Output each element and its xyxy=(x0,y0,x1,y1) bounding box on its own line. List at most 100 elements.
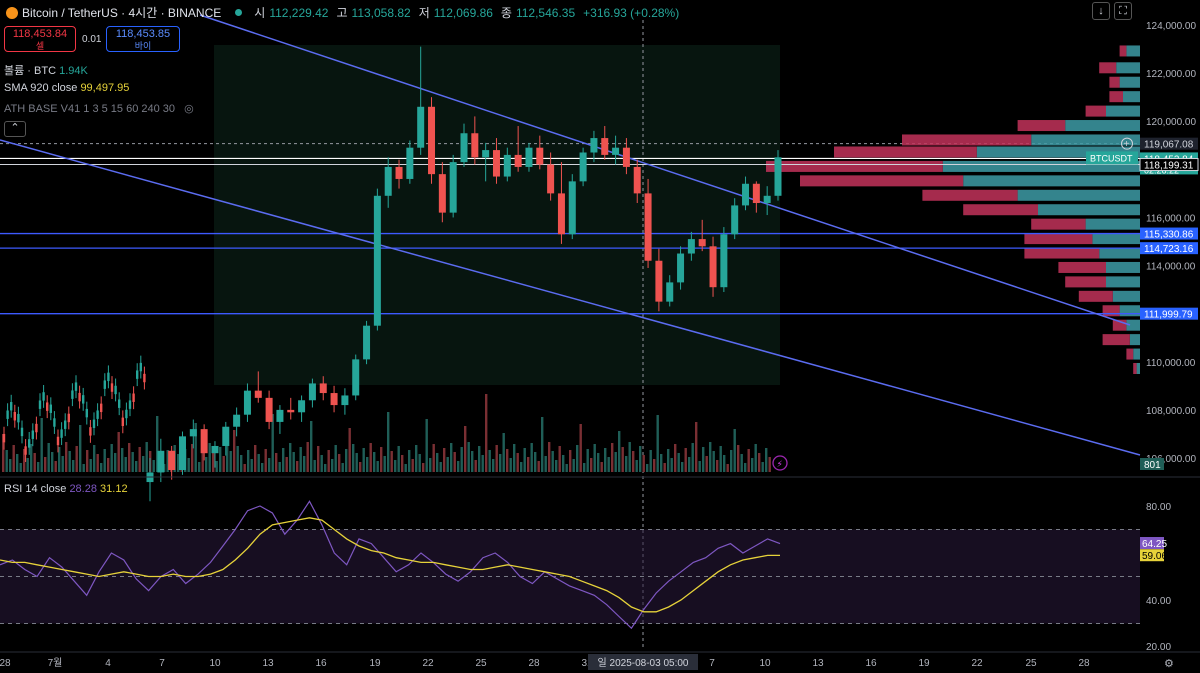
symbol-title[interactable]: Bitcoin / TetherUS · 4시간 · BINANCE xyxy=(22,6,222,20)
volume-bar xyxy=(205,457,208,472)
candle-body xyxy=(107,372,110,382)
candle-body xyxy=(579,152,587,182)
volume-bar xyxy=(331,459,334,472)
volume-bar xyxy=(740,454,743,472)
volume-bar xyxy=(51,452,54,472)
volume-bar xyxy=(474,460,477,472)
price-label-box xyxy=(1139,158,1199,172)
candle-body xyxy=(590,138,598,153)
volume-profile-up xyxy=(1116,62,1140,74)
candle-body xyxy=(655,260,663,302)
buy-button[interactable]: 118,453.85 바이 xyxy=(106,26,180,52)
price-label: 118,199.31 xyxy=(1144,161,1194,172)
candle-body xyxy=(438,174,446,213)
volume-profile-down xyxy=(1112,319,1127,331)
crosshair-time-box xyxy=(588,654,698,670)
candle-body xyxy=(503,154,511,177)
volume-bar xyxy=(415,445,418,472)
ath-indicator[interactable]: ATH BASE V41 1 3 5 15 60 240 30 ◎ xyxy=(4,102,194,115)
candle-body xyxy=(24,446,27,455)
volume-bar xyxy=(16,454,19,472)
fullscreen-icon[interactable]: ⛶ xyxy=(1114,2,1132,20)
candle-body xyxy=(243,390,251,415)
close-label: 종 xyxy=(500,6,512,20)
time-tick-label: 13 xyxy=(262,658,274,669)
sell-button[interactable]: 118,453.84 셀 xyxy=(4,26,76,52)
sma-indicator[interactable]: SMA 920 close 99,497.95 xyxy=(4,82,129,94)
download-icon[interactable]: ↓ xyxy=(1092,2,1110,20)
volume-bar xyxy=(614,452,617,472)
volume-bar xyxy=(754,444,757,472)
candle-body xyxy=(677,253,685,283)
candle-body xyxy=(233,414,241,427)
volume-bar xyxy=(425,419,428,472)
volume-bar xyxy=(716,460,719,472)
volume-profile-up xyxy=(976,146,1140,158)
volume-profile-up xyxy=(1106,261,1140,273)
volume-bar xyxy=(292,452,295,472)
volume-bar xyxy=(495,445,498,472)
volume-bar xyxy=(250,459,253,472)
rsi-indicator[interactable]: RSI 14 close 28.28 31.12 xyxy=(4,483,128,495)
time-tick-label: 7 xyxy=(159,658,165,669)
volume-bar xyxy=(712,451,715,472)
volume-bar xyxy=(485,394,488,472)
volume-bar xyxy=(513,444,516,472)
candle-body xyxy=(35,423,38,433)
candle-body xyxy=(118,399,121,408)
open-label: 시 xyxy=(254,6,266,20)
volume-bar xyxy=(632,451,635,472)
spread-value: 0.01 xyxy=(82,34,102,45)
volume-bar xyxy=(656,415,659,472)
upper-trendline xyxy=(199,14,1131,326)
hide-eye-icon[interactable]: ◎ xyxy=(184,103,194,115)
volume-bar xyxy=(58,447,61,472)
volume-bar xyxy=(352,444,355,472)
volume-bar xyxy=(12,445,15,472)
volume-bar xyxy=(366,457,369,472)
volume-bar xyxy=(243,464,246,472)
candle-body xyxy=(17,413,20,423)
low-label: 저 xyxy=(418,6,430,20)
volume-bar xyxy=(446,457,449,472)
volume-bar xyxy=(121,448,124,472)
volume-bar xyxy=(499,454,502,472)
volume-bar xyxy=(677,453,680,472)
volume-bar xyxy=(544,456,547,472)
volume-profile-up xyxy=(1065,120,1140,132)
volume-bar xyxy=(215,461,218,472)
volume-bar xyxy=(576,445,579,472)
volume-bar xyxy=(334,445,337,472)
volume-profile-down xyxy=(1065,276,1106,288)
volume-bar xyxy=(271,414,274,472)
bitcoin-icon xyxy=(6,6,18,19)
volume-bar xyxy=(464,426,467,472)
volume-bar xyxy=(226,442,229,472)
volume-bar xyxy=(709,442,712,472)
volume-indicator[interactable]: 볼륨 · BTC 1.94K xyxy=(4,62,88,78)
volume-bar xyxy=(537,461,540,472)
volume-bar xyxy=(579,424,582,472)
volume-bar xyxy=(278,462,281,472)
volume-bar xyxy=(166,450,169,472)
volume-bar xyxy=(247,450,250,472)
price-tick-label: 120,000.00 xyxy=(1146,117,1196,128)
volume-bar xyxy=(520,462,523,472)
volume-bar xyxy=(348,428,351,472)
volume-bar xyxy=(730,450,733,472)
volume-bar xyxy=(383,456,386,472)
rsi-line xyxy=(0,500,781,630)
volume-bar xyxy=(660,454,663,472)
collapse-indicators-button[interactable]: ⌃ xyxy=(4,121,26,137)
volume-bar xyxy=(681,462,684,472)
price-tick-label: 108,000.00 xyxy=(1146,406,1196,417)
candle-body xyxy=(525,147,533,167)
time-tick-label: 4 xyxy=(105,658,111,669)
volume-bar xyxy=(572,459,575,472)
candle-body xyxy=(2,433,6,443)
volume-bar xyxy=(285,457,288,472)
rsi-label: RSI 14 close xyxy=(4,483,67,495)
candle-body xyxy=(373,195,381,326)
time-tick-label: 25 xyxy=(1025,658,1037,669)
